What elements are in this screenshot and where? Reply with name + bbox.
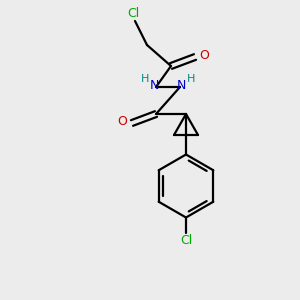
Text: O: O [118, 115, 127, 128]
Text: H: H [187, 74, 196, 84]
Text: N: N [177, 79, 186, 92]
Text: O: O [200, 49, 209, 62]
Text: Cl: Cl [180, 234, 192, 248]
Text: Cl: Cl [128, 7, 140, 20]
Text: H: H [140, 74, 149, 84]
Text: N: N [150, 79, 159, 92]
